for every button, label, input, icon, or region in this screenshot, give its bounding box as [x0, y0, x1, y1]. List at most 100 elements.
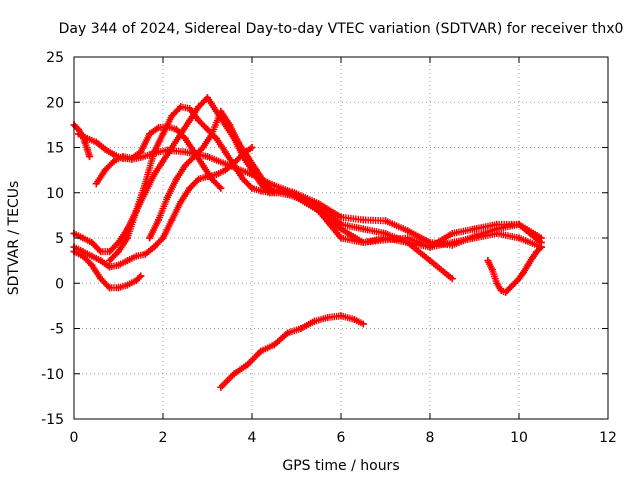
data-point [502, 288, 510, 296]
data-point [310, 317, 318, 325]
data-point [359, 225, 367, 233]
data-point [212, 134, 220, 142]
data-point [288, 189, 296, 197]
series-layer [70, 94, 545, 391]
data-point [493, 279, 501, 287]
data-point [168, 144, 176, 151]
data-point [168, 216, 176, 224]
data-point [123, 257, 131, 265]
data-point [177, 198, 185, 206]
data-point [88, 239, 96, 247]
data-point [159, 234, 167, 242]
series-track-9 [217, 312, 367, 391]
data-point [297, 193, 305, 201]
data-point [506, 284, 514, 292]
data-point [306, 200, 314, 208]
y-tick-label: 20 [46, 95, 64, 111]
data-point [212, 171, 220, 179]
data-point [132, 277, 140, 285]
data-point [132, 207, 140, 215]
data-point [448, 275, 456, 283]
data-point [195, 103, 203, 111]
data-point [484, 257, 492, 265]
data-point [106, 263, 114, 271]
data-point [181, 148, 189, 156]
data-point [101, 145, 109, 153]
data-point [92, 180, 100, 188]
data-point [426, 243, 434, 251]
data-point [204, 125, 211, 133]
x-axis-label: GPS time / hours [282, 458, 399, 474]
data-point [88, 252, 96, 260]
data-point [239, 175, 247, 183]
data-point [195, 116, 203, 124]
data-point [359, 320, 367, 328]
x-tick-label: 10 [510, 430, 528, 446]
data-point [190, 153, 198, 161]
ticks [73, 56, 609, 420]
data-point [106, 257, 114, 265]
data-point [350, 315, 358, 323]
data-point [177, 130, 185, 138]
data-point [382, 234, 389, 242]
data-point [97, 257, 105, 265]
data-point [204, 94, 211, 102]
data-point [511, 279, 519, 287]
data-point [221, 166, 229, 174]
data-point [493, 229, 501, 237]
data-point [186, 116, 194, 124]
data-point [88, 261, 96, 269]
data-point [199, 144, 207, 151]
x-tick-label: 12 [599, 430, 617, 446]
x-tick-label: 2 [159, 430, 168, 446]
data-point [244, 361, 252, 369]
data-point [204, 172, 211, 180]
data-point [155, 124, 163, 132]
data-point [337, 234, 345, 242]
data-point [497, 286, 505, 294]
data-point [208, 130, 216, 138]
data-point [83, 134, 91, 142]
data-point [74, 130, 82, 138]
y-tick-label: 0 [55, 276, 64, 292]
data-point [217, 184, 225, 192]
data-point [137, 148, 145, 156]
data-point [488, 266, 496, 274]
data-point [324, 314, 332, 322]
y-tick-label: -10 [41, 367, 64, 383]
data-point [181, 134, 189, 142]
data-point [284, 329, 292, 337]
data-point [515, 220, 523, 228]
data-point [382, 217, 389, 225]
data-point [248, 144, 256, 151]
data-point [110, 151, 118, 159]
data-point [141, 180, 149, 188]
data-point [204, 153, 211, 161]
data-point [79, 252, 87, 260]
y-tick-label: -15 [41, 412, 64, 428]
data-point [426, 257, 434, 265]
data-point [159, 157, 167, 165]
data-point [106, 248, 114, 256]
data-point [115, 248, 122, 256]
data-point [270, 189, 278, 197]
y-axis-label: SDTVAR / TECUs [6, 181, 22, 296]
y-tick-label: 5 [55, 231, 64, 247]
data-point [226, 121, 234, 129]
y-tick-label: -5 [50, 322, 64, 338]
data-point [83, 145, 91, 153]
data-point [123, 234, 131, 242]
data-point [337, 225, 345, 233]
data-point [217, 383, 225, 391]
data-point [86, 153, 94, 161]
data-point [252, 166, 260, 174]
data-point [471, 234, 478, 242]
data-point [79, 234, 87, 242]
data-point [515, 234, 523, 242]
data-point [315, 207, 323, 215]
data-point [297, 325, 305, 332]
data-point [123, 281, 131, 289]
data-point [471, 225, 478, 233]
data-point [519, 268, 527, 276]
